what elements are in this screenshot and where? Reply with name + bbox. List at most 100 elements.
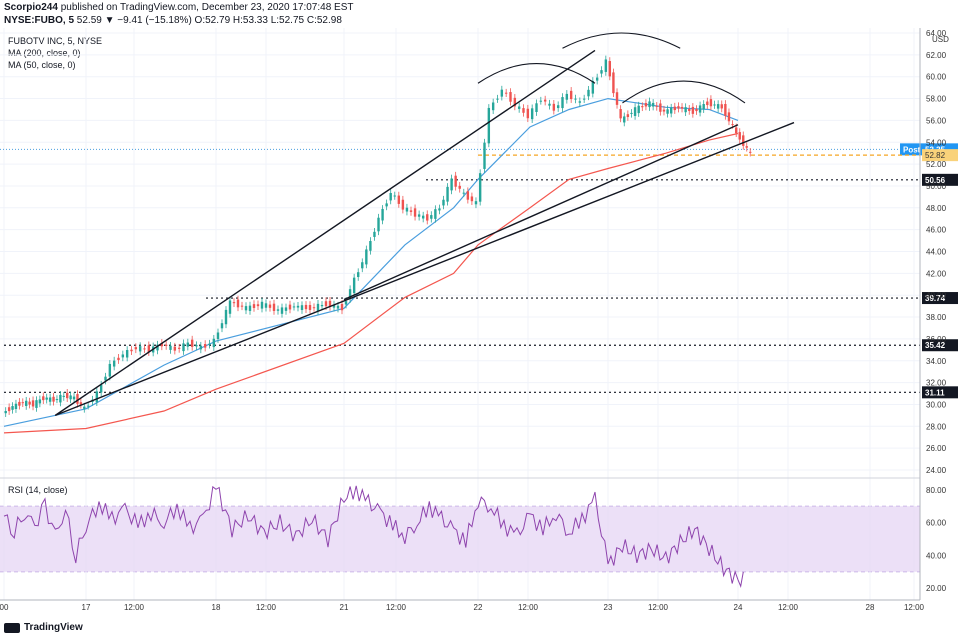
candle-body [208, 343, 211, 345]
candle-body [344, 301, 348, 305]
symbol: NYSE:FUBO, 5 [4, 15, 75, 26]
candle-body [662, 109, 666, 112]
candle-body [716, 104, 720, 109]
candle-body [615, 92, 619, 105]
candle-body [539, 100, 543, 102]
candle-body [673, 106, 677, 111]
candle-body [236, 299, 240, 308]
time-tick-label: 12:00 [904, 603, 925, 612]
candle-body [320, 304, 324, 307]
ma200-line [3, 132, 739, 434]
candle-body [677, 106, 680, 109]
price-tick-label: 44.00 [926, 248, 947, 257]
candle-body [377, 217, 380, 232]
close-price-label: 52.82 [925, 151, 946, 160]
candle-body [55, 399, 59, 401]
candle-body [727, 112, 731, 122]
candle-body [731, 124, 734, 126]
candle-body [173, 346, 177, 351]
candle-body [45, 397, 48, 400]
price-tick-label: 50.00 [926, 182, 947, 191]
candle-body [62, 395, 65, 397]
candle-body [491, 102, 495, 111]
candle-body [224, 309, 228, 325]
support-level-label: 31.11 [925, 388, 945, 397]
candle-body [138, 346, 142, 352]
candle-body [31, 400, 35, 407]
candle-body [623, 116, 626, 123]
pattern-arc [622, 80, 746, 104]
candle-body [462, 192, 465, 194]
candle-body [199, 345, 203, 350]
candle-body [644, 103, 648, 107]
candle-body [698, 105, 702, 113]
candle-body [742, 135, 745, 146]
candle-body [288, 304, 292, 310]
tradingview-footer[interactable]: TradingView [4, 622, 83, 633]
quote-line: NYSE:FUBO, 5 52.59 ▼ −9.41 (−15.18%) O:5… [4, 15, 342, 26]
time-tick-label: 12:00 [518, 603, 539, 612]
candle-body [328, 300, 332, 307]
candle-body [666, 109, 669, 114]
candle-body [147, 345, 151, 353]
price-tick-label: 28.00 [926, 422, 947, 431]
support-level-label: 35.42 [925, 341, 946, 350]
time-tick-label: 00 [0, 603, 9, 612]
candle-body [522, 108, 525, 113]
candle-body [438, 208, 441, 211]
candle-body [578, 101, 582, 103]
candle-body [630, 112, 633, 114]
support-level-tag [922, 173, 958, 186]
candle-body [442, 199, 445, 206]
candle-body [276, 309, 280, 311]
candle-body [591, 80, 595, 94]
time-tick-label: 12:00 [386, 603, 407, 612]
candle-body [361, 262, 364, 269]
rsi-tick-label: 40.00 [926, 551, 947, 560]
candle-body [160, 342, 164, 347]
candle-body [373, 231, 376, 237]
legend-rsi[interactable]: RSI (14, close) [8, 485, 68, 495]
price-tick-label: 62.00 [926, 51, 947, 60]
candle-body [619, 109, 622, 119]
price-dashes: Post53.3552.82 [0, 143, 958, 162]
candle-body [28, 401, 31, 405]
candle-body [35, 400, 38, 408]
quote-values: 52.59 ▼ −9.41 (−15.18%) O:52.79 H:53.33 … [74, 15, 342, 26]
candle-body [595, 77, 599, 81]
time-tick-label: 12:00 [778, 603, 799, 612]
support-level-tag [922, 339, 958, 352]
price-tick-label: 56.00 [926, 116, 947, 125]
legend-ma50[interactable]: MA (50, close, 0) [8, 60, 76, 70]
candle-body [252, 304, 256, 308]
support-level-tag [922, 386, 958, 399]
candle-body [454, 175, 457, 187]
candle-body [72, 396, 76, 400]
publish-info: Scorpio244 published on TradingView.com,… [4, 2, 353, 13]
axis-labels: 24.00 26.00 28.00 30.00 32.00 34.00 36.00 38.00… [0, 29, 949, 612]
candle-body [18, 401, 21, 406]
drawings [54, 32, 795, 417]
time-tick-label: 22 [474, 603, 483, 612]
candle-body [104, 376, 107, 381]
candle-body [190, 339, 194, 347]
rsi-band [0, 506, 920, 572]
candle-body [125, 350, 129, 358]
candle-body [409, 210, 413, 212]
candle-body [25, 400, 28, 406]
candle-body [526, 108, 530, 119]
author-name[interactable]: Scorpio244 [4, 2, 58, 13]
candle-body [405, 207, 409, 212]
candle-body [336, 305, 340, 309]
candle-body [458, 185, 461, 189]
time-tick-label: 24 [734, 603, 743, 612]
currency-label: USD [932, 35, 949, 44]
legend-ma200[interactable]: MA (200, close, 0) [8, 48, 81, 58]
candle-body [393, 195, 396, 197]
candle-body [637, 105, 640, 114]
candle-body [720, 104, 723, 109]
candle-body [604, 59, 608, 72]
candle-body [483, 142, 486, 169]
candle-body [164, 344, 168, 346]
